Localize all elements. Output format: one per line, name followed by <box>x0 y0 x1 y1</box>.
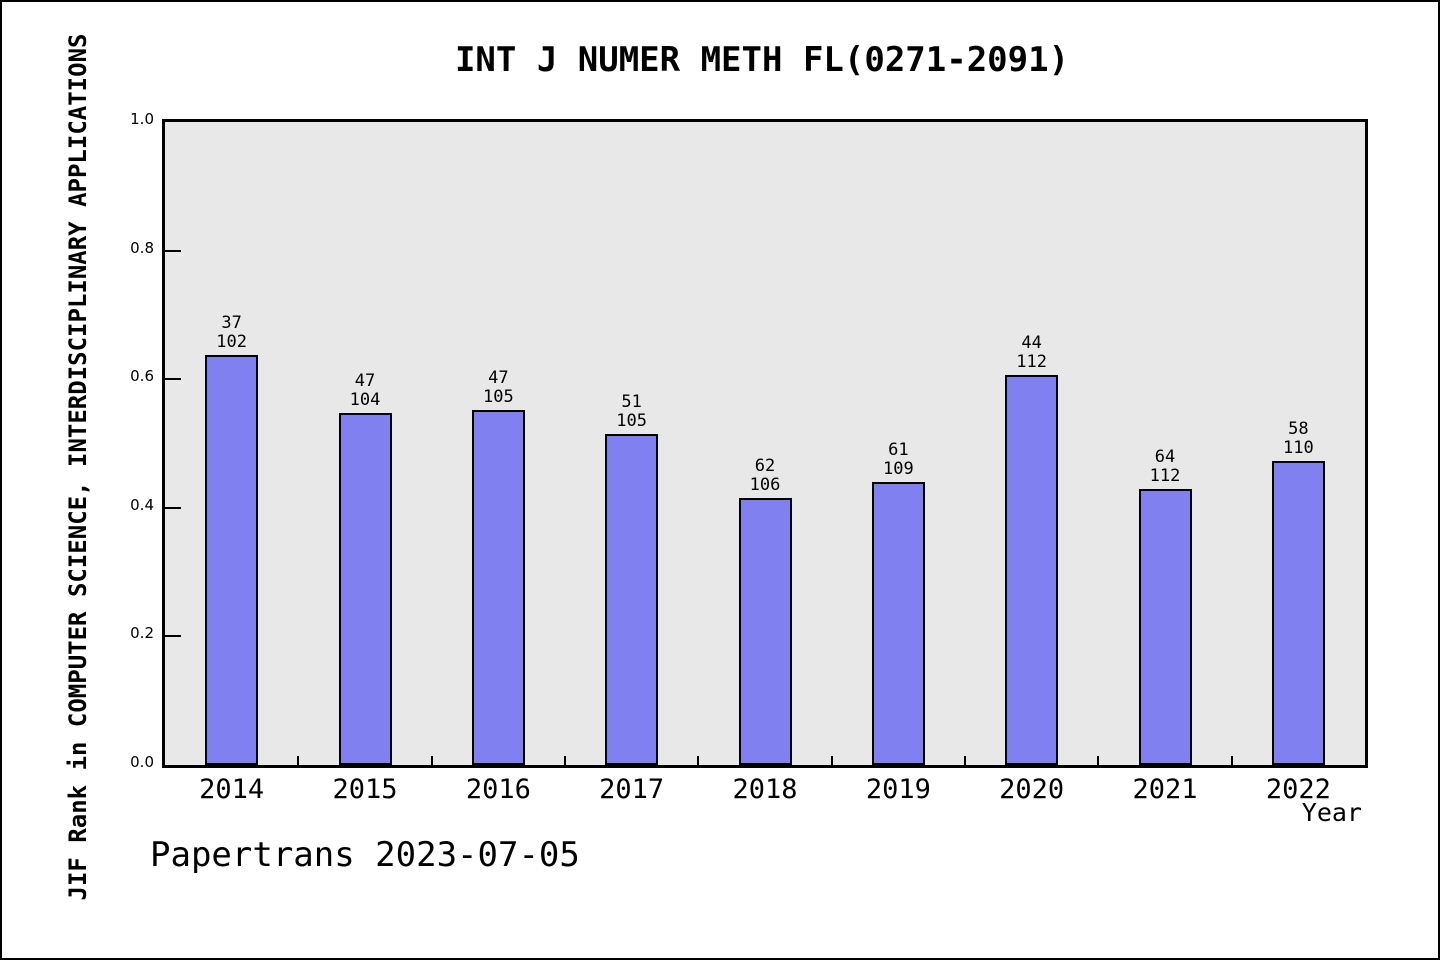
y-tick-mark <box>165 635 181 638</box>
x-tick-label: 2016 <box>465 774 531 805</box>
x-tick-mark <box>1230 756 1233 765</box>
bar <box>1271 461 1325 765</box>
x-tick-mark <box>830 756 833 765</box>
bar-label: 37 102 <box>216 313 248 353</box>
y-tick-mark <box>165 249 181 252</box>
bar-label: 47 104 <box>349 370 381 410</box>
y-tick-label: 0.6 <box>130 367 154 386</box>
x-tick-label: 2020 <box>999 774 1065 805</box>
x-tick-mark <box>564 756 566 765</box>
bar <box>471 409 525 765</box>
bar-label: 62 106 <box>749 456 781 496</box>
x-tick-label: 2021 <box>1132 774 1198 805</box>
x-tick-label: 2014 <box>199 774 265 805</box>
bar <box>738 498 792 765</box>
bar <box>338 412 392 765</box>
bar <box>1005 374 1059 765</box>
bar-label: 47 105 <box>482 367 514 407</box>
bar-label: 61 109 <box>882 439 914 479</box>
y-tick-mark <box>165 506 181 509</box>
y-tick-label: 0.8 <box>130 238 154 257</box>
x-tick-label: 2017 <box>599 774 665 805</box>
x-tick-label: 2018 <box>732 774 798 805</box>
y-tick-label: 0.2 <box>130 624 154 643</box>
bar-label: 58 110 <box>1282 419 1314 459</box>
x-tick-mark <box>430 756 433 765</box>
bar-label: 64 112 <box>1149 447 1181 487</box>
x-tick-mark <box>1097 756 1100 765</box>
bar <box>871 481 925 765</box>
x-tick-mark <box>297 756 300 765</box>
y-axis-label: JIF Rank in COMPUTER SCIENCE, INTERDISCI… <box>64 33 92 901</box>
chart-title: INT J NUMER METH FL(0271-2091) <box>454 40 1070 80</box>
x-tick-label: 2022 <box>1265 774 1331 805</box>
y-tick-label: 0.4 <box>130 495 154 514</box>
x-tick-label: 2015 <box>332 774 398 805</box>
y-tick-label: 0.0 <box>130 753 154 771</box>
bar <box>605 434 659 765</box>
x-tick-mark <box>964 756 966 765</box>
bar <box>1138 489 1192 765</box>
footer-text: Papertrans 2023-07-05 <box>150 835 580 875</box>
x-tick-label: 2019 <box>865 774 931 805</box>
y-tick-label: 1.0 <box>130 110 154 128</box>
x-tick-mark <box>697 756 700 765</box>
bar <box>205 355 259 765</box>
y-tick-mark <box>165 378 181 381</box>
x-axis-label: Year <box>1301 798 1362 827</box>
bar-label: 51 105 <box>616 392 648 432</box>
plot-area: 37 102 2014 47 104 2015 47 105 2016 51 105 2017… <box>162 119 1368 805</box>
bar-label: 44 112 <box>1016 332 1048 372</box>
